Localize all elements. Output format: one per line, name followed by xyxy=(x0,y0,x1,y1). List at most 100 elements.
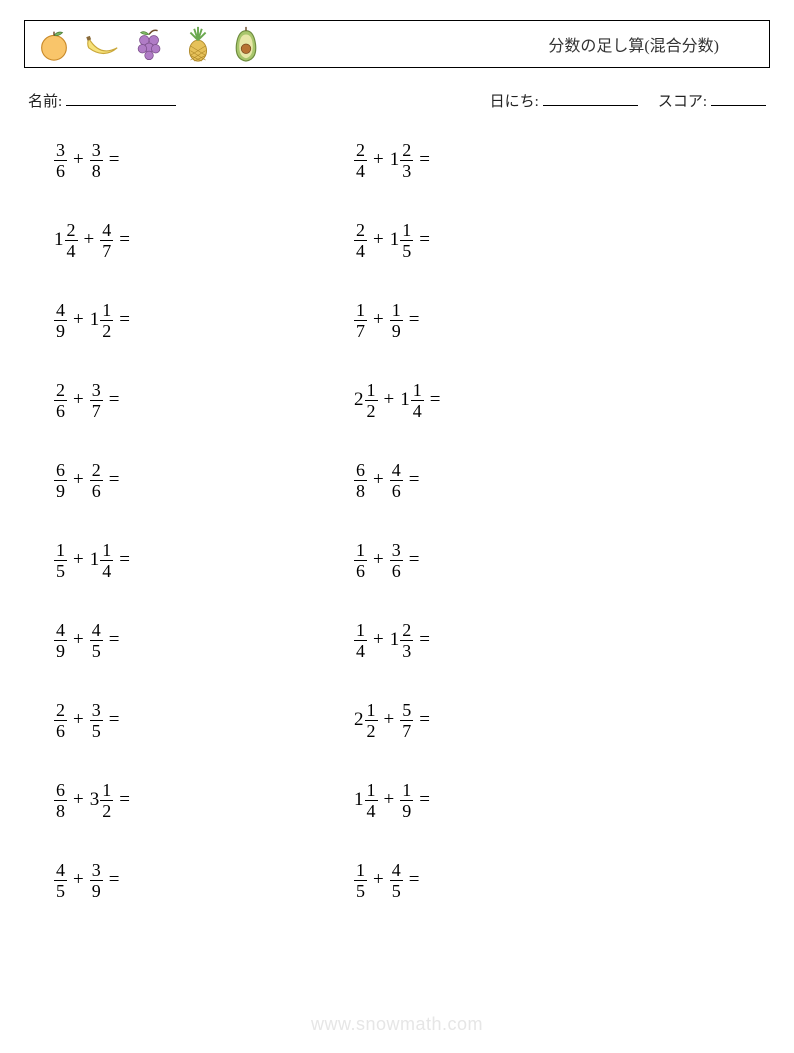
denominator: 7 xyxy=(100,240,113,260)
problem: 14+123= xyxy=(354,619,654,661)
denominator: 2 xyxy=(365,720,378,740)
denominator: 5 xyxy=(90,640,103,660)
whole-number: 1 xyxy=(390,229,400,251)
problem: 15+45= xyxy=(354,859,654,901)
score-blank[interactable] xyxy=(711,92,766,106)
plus-operator: + xyxy=(384,389,395,411)
numerator: 6 xyxy=(54,781,67,800)
fraction: 23 xyxy=(400,141,413,180)
equals-sign: = xyxy=(409,309,420,331)
fraction: 12 xyxy=(100,301,113,340)
denominator: 6 xyxy=(390,560,403,580)
problem: 16+36= xyxy=(354,539,654,581)
equals-sign: = xyxy=(109,709,120,731)
denominator: 7 xyxy=(90,400,103,420)
fraction: 36 xyxy=(54,141,67,180)
denominator: 6 xyxy=(390,480,403,500)
equals-sign: = xyxy=(419,709,430,731)
fraction: 37 xyxy=(90,381,103,420)
plus-operator: + xyxy=(73,709,84,731)
denominator: 9 xyxy=(54,640,67,660)
plus-operator: + xyxy=(373,629,384,651)
whole-number: 1 xyxy=(54,229,64,251)
numerator: 1 xyxy=(354,621,367,640)
numerator: 4 xyxy=(100,221,113,240)
numerator: 2 xyxy=(354,141,367,160)
fraction: 38 xyxy=(90,141,103,180)
name-blank[interactable] xyxy=(66,92,176,106)
problem: 24+115= xyxy=(354,219,654,261)
denominator: 6 xyxy=(54,720,67,740)
numerator: 4 xyxy=(390,861,403,880)
denominator: 3 xyxy=(400,160,413,180)
fraction: 15 xyxy=(354,861,367,900)
date-label: 日にち: xyxy=(490,90,539,111)
fraction: 15 xyxy=(54,541,67,580)
numerator: 2 xyxy=(65,221,78,240)
numerator: 3 xyxy=(54,141,67,160)
fraction: 68 xyxy=(54,781,67,820)
whole-number: 2 xyxy=(354,389,364,411)
denominator: 8 xyxy=(354,480,367,500)
numerator: 3 xyxy=(90,381,103,400)
problem: 124+47= xyxy=(54,219,354,261)
denominator: 6 xyxy=(54,160,67,180)
denominator: 7 xyxy=(400,720,413,740)
plus-operator: + xyxy=(373,869,384,891)
numerator: 4 xyxy=(54,621,67,640)
problem: 45+39= xyxy=(54,859,354,901)
equals-sign: = xyxy=(419,229,430,251)
denominator: 5 xyxy=(54,880,67,900)
fraction: 24 xyxy=(65,221,78,260)
fraction: 39 xyxy=(90,861,103,900)
fraction: 14 xyxy=(411,381,424,420)
date-blank[interactable] xyxy=(543,92,638,106)
fraction: 49 xyxy=(54,621,67,660)
numerator: 2 xyxy=(54,701,67,720)
equals-sign: = xyxy=(109,869,120,891)
numerator: 1 xyxy=(400,781,413,800)
numerator: 4 xyxy=(54,861,67,880)
denominator: 3 xyxy=(400,640,413,660)
problem: 24+123= xyxy=(354,139,654,181)
numerator: 2 xyxy=(54,381,67,400)
denominator: 5 xyxy=(390,880,403,900)
equals-sign: = xyxy=(409,469,420,491)
numerator: 6 xyxy=(54,461,67,480)
fraction: 16 xyxy=(354,541,367,580)
problem: 49+112= xyxy=(54,299,354,341)
whole-number: 1 xyxy=(90,309,100,331)
numerator: 1 xyxy=(354,861,367,880)
numerator: 3 xyxy=(90,141,103,160)
fraction: 19 xyxy=(390,301,403,340)
numerator: 4 xyxy=(390,461,403,480)
fraction: 49 xyxy=(54,301,67,340)
plus-operator: + xyxy=(373,229,384,251)
denominator: 7 xyxy=(354,320,367,340)
equals-sign: = xyxy=(419,629,430,651)
numerator: 4 xyxy=(90,621,103,640)
equals-sign: = xyxy=(109,629,120,651)
numerator: 1 xyxy=(390,301,403,320)
equals-sign: = xyxy=(119,789,130,811)
denominator: 4 xyxy=(354,160,367,180)
numerator: 2 xyxy=(354,221,367,240)
equals-sign: = xyxy=(119,549,130,571)
numerator: 1 xyxy=(100,301,113,320)
denominator: 4 xyxy=(354,640,367,660)
numerator: 3 xyxy=(90,701,103,720)
problem: 36+38= xyxy=(54,139,354,181)
denominator: 8 xyxy=(54,800,67,820)
numerator: 3 xyxy=(390,541,403,560)
fraction: 14 xyxy=(365,781,378,820)
numerator: 2 xyxy=(400,141,413,160)
equals-sign: = xyxy=(109,149,120,171)
denominator: 2 xyxy=(100,800,113,820)
fraction: 14 xyxy=(100,541,113,580)
whole-number: 2 xyxy=(354,709,364,731)
fraction: 24 xyxy=(354,221,367,260)
whole-number: 1 xyxy=(390,149,400,171)
problem: 68+46= xyxy=(354,459,654,501)
numerator: 1 xyxy=(100,541,113,560)
fraction: 19 xyxy=(400,781,413,820)
